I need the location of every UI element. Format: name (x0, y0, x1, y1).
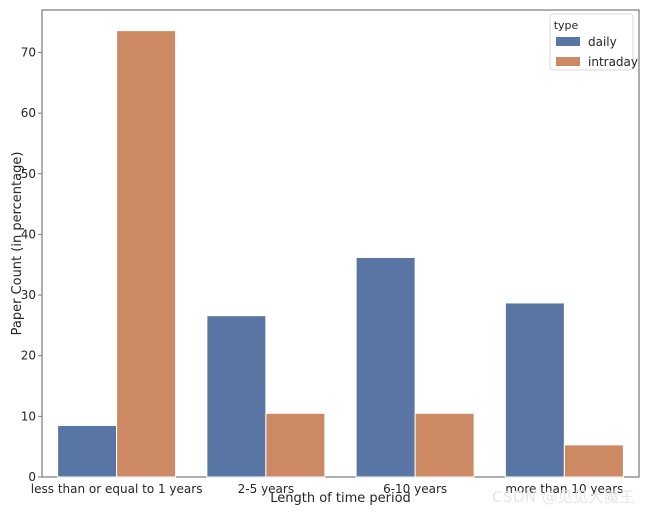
bar-daily-2 (355, 256, 416, 478)
watermark: CSDN @见见大魔王 (491, 488, 635, 506)
y-tick-label: 30 (21, 288, 36, 302)
bar-intraday-0 (116, 30, 177, 478)
bars-group (57, 30, 624, 478)
bar-intraday-1 (265, 412, 326, 478)
y-tick-label: 0 (28, 470, 36, 484)
y-ticks-group: 0 10 20 30 40 50 60 70 (21, 45, 42, 484)
legend-label-intraday: intraday (588, 55, 638, 69)
y-tick-label: 20 (21, 349, 36, 363)
bar-intraday-3 (563, 444, 624, 478)
x-tick-label: 2-5 years (238, 482, 294, 496)
x-tick-label: 6-10 years (383, 482, 447, 496)
x-tick-label: more than 10 years (505, 482, 623, 496)
bar-daily-1 (206, 315, 267, 478)
bar-intraday-2 (414, 412, 475, 478)
legend-swatch-daily (556, 37, 580, 46)
y-axis-label: Paper Count (in percentage) (10, 152, 25, 336)
y-tick-label: 70 (21, 45, 36, 59)
legend-box (549, 13, 634, 71)
legend-label-daily: daily (588, 35, 617, 49)
y-tick-label: 10 (21, 409, 36, 423)
y-tick-label: 40 (21, 227, 36, 241)
x-ticks-group: less than or equal to 1 years 2-5 years 6-… (31, 482, 624, 496)
legend-swatch-intraday (556, 57, 580, 66)
y-tick-label: 50 (21, 167, 36, 181)
x-tick-label: less than or equal to 1 years (31, 482, 203, 496)
bar-daily-3 (504, 302, 565, 478)
y-tick-label: 60 (21, 106, 36, 120)
x-axis-label: Length of time period (270, 491, 411, 506)
bar-daily-0 (57, 424, 118, 478)
legend: type daily intraday (549, 13, 638, 71)
legend-items: daily intraday (556, 35, 638, 69)
legend-title: type (554, 19, 579, 32)
